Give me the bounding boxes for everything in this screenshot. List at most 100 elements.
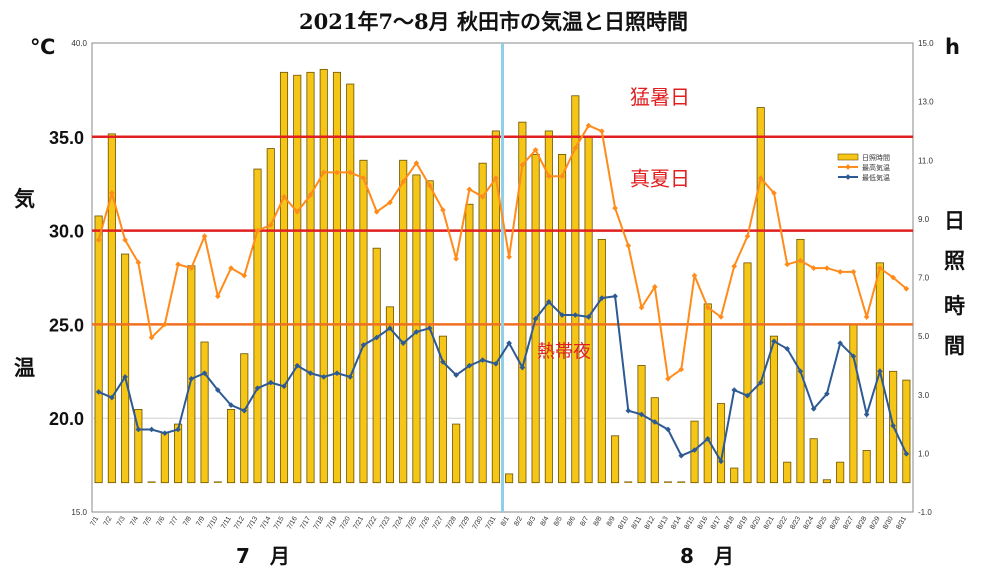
x-tick-label: 7/17 bbox=[299, 515, 312, 530]
y-right-label-4: 間 bbox=[944, 334, 965, 358]
sunshine-bar bbox=[491, 130, 500, 484]
sunshine-bar bbox=[783, 461, 792, 484]
sunshine-bar bbox=[332, 71, 342, 484]
sunshine-bar bbox=[505, 473, 514, 484]
max-temp-point bbox=[546, 173, 552, 180]
legend-label: 日照時間 bbox=[862, 154, 890, 162]
sunshine-bar bbox=[226, 409, 236, 484]
x-tick-label: 8/25 bbox=[816, 515, 829, 530]
sunshine-bar bbox=[597, 238, 606, 484]
y-right-tick-label: 7.0 bbox=[918, 274, 930, 283]
max-temp-point bbox=[135, 259, 142, 266]
max-temp-point bbox=[598, 128, 605, 135]
sunshine-bar bbox=[438, 335, 447, 484]
x-tick-label: 8/18 bbox=[723, 515, 736, 530]
y-right-tick-label: 11.0 bbox=[918, 156, 934, 165]
max-temp-point bbox=[241, 272, 248, 279]
max-temp-point bbox=[228, 265, 234, 271]
x-tick-label: 8/23 bbox=[789, 515, 802, 530]
max-temp-point bbox=[638, 304, 645, 311]
y-right-tick-label: 1.0 bbox=[918, 449, 930, 458]
reference-label: 熱帯夜 bbox=[537, 341, 591, 362]
max-temp-point bbox=[718, 314, 724, 320]
x-tick-label: 8/15 bbox=[683, 515, 696, 530]
sunshine-bar bbox=[134, 409, 143, 484]
y-right-tick-label: 15.0 bbox=[918, 39, 934, 48]
min-temp-point bbox=[863, 411, 870, 418]
sunshine-bar bbox=[558, 153, 567, 484]
min-temp-point bbox=[440, 359, 446, 365]
min-temp-point bbox=[837, 340, 843, 346]
max-temp-point bbox=[757, 175, 764, 181]
min-temp-point bbox=[810, 405, 817, 412]
x-tick-label: 8/6 bbox=[566, 515, 577, 527]
x-tick-label: 8/12 bbox=[644, 515, 657, 530]
legend-label: 最低気温 bbox=[862, 173, 890, 182]
max-temp-point bbox=[95, 237, 102, 243]
max-temp-point bbox=[797, 257, 804, 264]
min-temp-point bbox=[162, 430, 168, 437]
max-temp-point bbox=[665, 375, 671, 382]
max-temp-point bbox=[784, 261, 791, 268]
min-temp-point bbox=[506, 340, 512, 346]
max-temp-point bbox=[572, 145, 579, 151]
max-temp-point bbox=[585, 122, 592, 129]
sunshine-bar bbox=[822, 479, 831, 484]
sunshine-bar bbox=[703, 303, 712, 484]
max-temp-point bbox=[413, 160, 420, 166]
min-temp-point bbox=[347, 374, 354, 380]
max-temp-point bbox=[347, 169, 354, 176]
max-temp-point bbox=[320, 169, 327, 176]
min-temp-point bbox=[413, 329, 420, 335]
max-temp-point bbox=[201, 233, 208, 240]
x-tick-label: 7/12 bbox=[233, 515, 246, 530]
sunshine-bar bbox=[240, 353, 249, 484]
max-temp-point bbox=[373, 209, 380, 215]
sunshine-bar bbox=[518, 121, 527, 484]
sunshine-bar bbox=[253, 168, 262, 484]
sunshine-bar bbox=[266, 148, 275, 484]
x-tick-label: 7/31 bbox=[485, 515, 498, 530]
sunshine-bar bbox=[319, 68, 328, 484]
sunshine-bar bbox=[359, 159, 368, 484]
max-temp-point bbox=[453, 255, 459, 262]
max-temp-point bbox=[254, 227, 261, 234]
min-temp-point bbox=[718, 458, 724, 465]
x-tick-label: 8/19 bbox=[736, 515, 749, 530]
x-tick-label: 8/7 bbox=[579, 515, 590, 527]
min-temp-point bbox=[625, 407, 632, 414]
min-temp-point bbox=[122, 374, 128, 380]
max-temp-point bbox=[493, 175, 499, 181]
sunshine-bar bbox=[107, 133, 116, 484]
x-tick-label: 8/11 bbox=[631, 515, 644, 530]
max-temp-point bbox=[519, 162, 526, 168]
max-temp-point bbox=[426, 182, 433, 189]
x-tick-label: 7/20 bbox=[339, 515, 352, 530]
x-tick-label: 8/28 bbox=[856, 515, 869, 530]
sunshine-bar bbox=[412, 174, 421, 484]
max-temp-point bbox=[162, 321, 168, 328]
y-left-tick-label: 40.0 bbox=[71, 39, 87, 48]
min-temp-point bbox=[281, 383, 287, 390]
sunshine-bar bbox=[730, 467, 739, 484]
max-temp-point bbox=[731, 263, 738, 270]
sunshine-bar bbox=[571, 95, 580, 484]
x-tick-label: 7/29 bbox=[458, 515, 471, 530]
sunshine-bar bbox=[306, 71, 315, 484]
min-temp-point bbox=[704, 436, 711, 442]
max-temp-point bbox=[612, 205, 618, 211]
min-temp-point bbox=[254, 385, 261, 392]
x-tick-label: 8/8 bbox=[593, 515, 604, 527]
x-tick-label: 7/11 bbox=[220, 515, 233, 530]
min-temp-point bbox=[519, 364, 526, 371]
sunshine-bar bbox=[147, 481, 156, 483]
min-temp-point bbox=[731, 387, 738, 393]
max-temp-point bbox=[903, 285, 910, 292]
max-temp-point bbox=[850, 269, 857, 275]
sunshine-bar bbox=[902, 379, 911, 484]
max-temp-point bbox=[466, 186, 473, 193]
x-tick-label: 7/13 bbox=[246, 515, 259, 530]
x-tick-label: 8/29 bbox=[869, 515, 882, 530]
x-tick-label: 8/20 bbox=[750, 515, 763, 530]
min-temp-point bbox=[400, 340, 407, 346]
